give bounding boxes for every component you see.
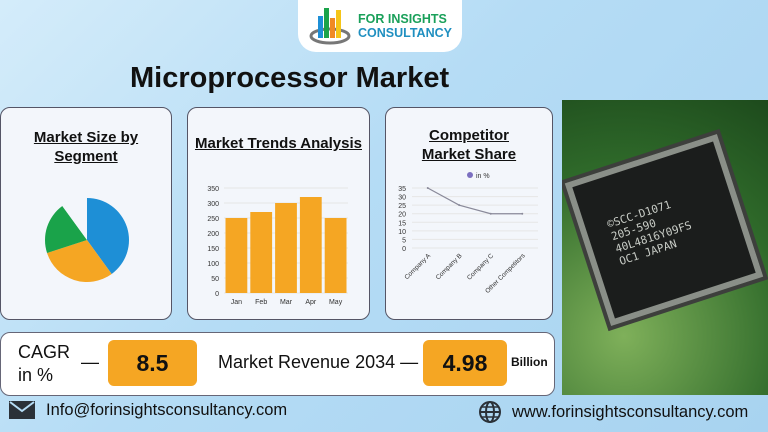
pie-chart — [44, 198, 129, 282]
page-title: Microprocessor Market — [130, 62, 450, 94]
microchip-image: ©SCC-D1071 205-590 40L4816Y09FS OC1 JAPA… — [562, 100, 768, 395]
y-tick-label: 200 — [207, 231, 219, 238]
revenue-value: 4.98 — [423, 340, 507, 386]
website-text[interactable]: www.forinsightsconsultancy.com — [512, 402, 749, 421]
email-contact[interactable]: Info@forinsightsconsultancy.com — [8, 400, 287, 420]
y-tick-label: 25 — [398, 203, 406, 210]
pie-slice — [44, 206, 87, 253]
competitor-title-2: Market Share — [421, 146, 517, 163]
logo-line2: CONSULTANCY — [358, 26, 452, 40]
trends-title: Market Trends Analysis — [194, 135, 362, 152]
y-tick-label: 5 — [402, 237, 406, 244]
globe-icon — [479, 401, 501, 423]
revenue-label: Market Revenue 2034 — — [218, 352, 419, 372]
bar-chart: 0 50 100 150 200 250 300 350 Jan Feb Mar Apr May — [207, 186, 348, 306]
website-contact[interactable]: www.forinsightsconsultancy.com — [478, 400, 748, 424]
y-tick-label: 100 — [207, 261, 219, 268]
bar — [275, 203, 297, 293]
mail-icon — [9, 401, 35, 419]
x-tick-label: Company A — [403, 252, 432, 281]
bar — [250, 212, 273, 293]
bar — [225, 218, 248, 293]
y-tick-label: 150 — [207, 246, 219, 253]
legend-label: in % — [476, 173, 490, 180]
bar — [299, 197, 322, 293]
chip: ©SCC-D1071 205-590 40L4816Y09FS OC1 JAPA… — [564, 133, 764, 327]
legend-marker — [467, 172, 473, 178]
segment-title-2: Segment — [54, 148, 118, 165]
y-tick-label: 250 — [207, 216, 219, 223]
y-tick-label: 50 — [211, 276, 219, 283]
y-tick-label: 35 — [398, 186, 406, 193]
data-point — [426, 187, 429, 189]
stats-panel: CAGR in % — 8.5 Market Revenue 2034 — 4.9… — [0, 332, 555, 396]
cagr-value: 8.5 — [108, 340, 197, 386]
series-line — [427, 187, 523, 215]
trends-card: Market Trends Analysis 0 50 100 150 200 250 30… — [187, 107, 370, 320]
y-tick-label: 300 — [207, 201, 219, 208]
revenue-unit: Billion — [511, 355, 548, 369]
data-point — [521, 212, 524, 215]
logo-bars-icon — [309, 8, 351, 45]
cagr-label: CAGR in % — [18, 342, 71, 385]
y-tick-label: 15 — [398, 220, 406, 227]
pie-slice — [47, 240, 112, 282]
x-tick-label: Apr — [305, 299, 317, 306]
x-tick-label: Company C — [466, 252, 495, 281]
logo-line1: FOR INSIGHTS — [358, 12, 447, 26]
y-tick-label: 20 — [398, 212, 406, 219]
y-tick-label: 10 — [398, 229, 406, 236]
data-point — [458, 204, 461, 207]
competitor-card: Competitor Market Share in % 0 5 10 15 20 25 30 3… — [385, 107, 553, 320]
competitor-title-1: Competitor — [429, 127, 509, 144]
segment-title-1: Market Size by — [33, 129, 139, 146]
bar — [324, 218, 347, 293]
y-tick-label: 0 — [215, 291, 219, 298]
x-tick-label: Jan — [231, 299, 242, 306]
x-tick-label: Feb — [255, 299, 267, 306]
y-tick-label: 0 — [402, 246, 406, 253]
x-tick-label: Mar — [280, 299, 293, 306]
segment-card: Market Size by Segment — [0, 107, 172, 320]
y-tick-label: 350 — [207, 186, 219, 193]
pie-slice — [87, 198, 129, 274]
x-tick-label: Company B — [435, 252, 464, 281]
logo: FOR INSIGHTS CONSULTANCY — [298, 0, 462, 52]
data-point — [489, 212, 492, 215]
email-text[interactable]: Info@forinsightsconsultancy.com — [46, 400, 288, 419]
pie-slice — [62, 198, 87, 240]
y-tick-label: 30 — [398, 195, 406, 202]
cagr-dash: — — [81, 352, 99, 372]
x-tick-label: May — [329, 299, 343, 306]
